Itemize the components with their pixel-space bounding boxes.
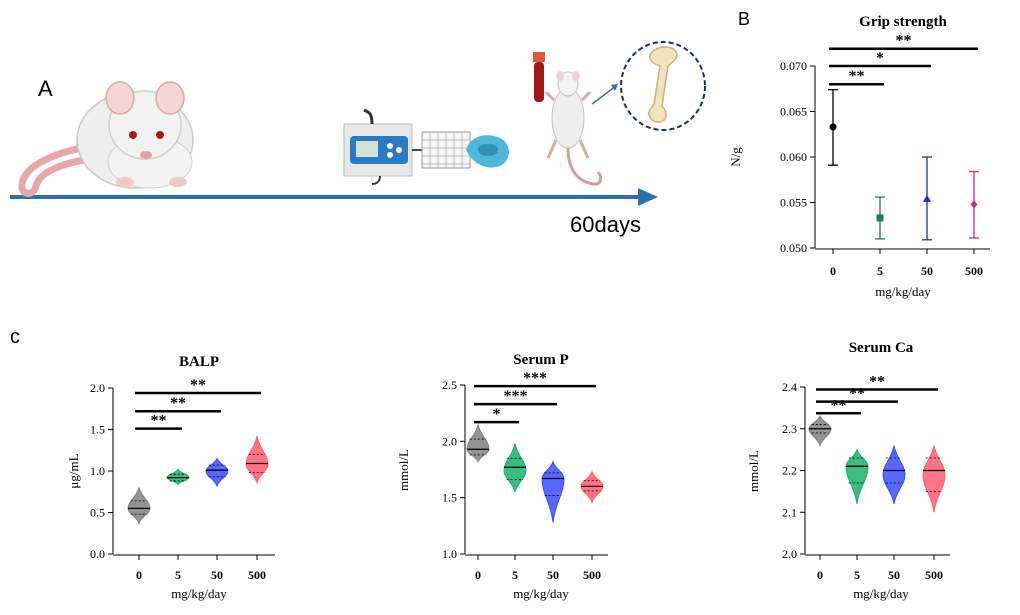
x-tick-label: 5 <box>175 568 181 582</box>
mean-point <box>829 123 837 131</box>
significance-label: * <box>493 406 501 423</box>
x-tick-label: 50 <box>888 568 900 582</box>
femur-illustration <box>620 41 706 131</box>
x-tick-label: 0 <box>817 568 823 582</box>
x-tick-label: 5 <box>854 568 860 582</box>
violin-shape <box>541 459 565 523</box>
chart-grip-strength: Grip strength 0.050 0.055 0.060 0.065 0.070 0 5… <box>728 14 990 299</box>
y-tick-label: 0.050 <box>780 241 807 255</box>
x-tick-label: 500 <box>248 568 266 582</box>
chart-title: Serum P <box>513 352 568 368</box>
arrow-to-bone <box>591 84 618 105</box>
x-tick-label: 50 <box>211 568 223 582</box>
significance-label: ** <box>831 397 847 414</box>
mean-point <box>970 200 978 209</box>
chart-balp: BALP 0.0 0.5 1.0 1.5 2.0 0 5 50 500 mg/kg/day μg/mL… <box>66 354 275 601</box>
significance-label: ** <box>170 395 186 412</box>
y-tick-label: 0.5 <box>90 506 105 520</box>
significance-label: ** <box>849 68 865 85</box>
violin-shape <box>882 445 906 504</box>
blood-tube-illustration <box>533 52 545 102</box>
x-tick-label: 0 <box>136 568 142 582</box>
chart-serum-ca: Serum Ca 2.0 2.1 2.2 2.3 2.4 0 5 50 500 mg/kg/day m… <box>746 340 950 601</box>
y-axis-label: mmol/L <box>396 449 411 491</box>
y-tick-label: 1.0 <box>90 464 105 478</box>
x-tick-label: 5 <box>512 568 518 582</box>
y-axis-label: mmol/L <box>746 450 761 492</box>
violin-shape <box>845 447 869 504</box>
y-tick-label: 1.5 <box>442 491 457 505</box>
panel-a: A 60days <box>10 41 706 237</box>
y-tick-label: 0.060 <box>780 150 807 164</box>
violin-shape <box>466 424 490 463</box>
mean-point <box>876 214 884 222</box>
y-tick-label: 2.3 <box>782 422 797 436</box>
violin-shape <box>808 414 832 448</box>
violin-shape <box>166 468 190 486</box>
significance-label: *** <box>504 388 528 405</box>
y-tick-label: 0.065 <box>780 105 807 119</box>
chart-title: Serum Ca <box>849 340 914 356</box>
x-tick-label: 0 <box>830 264 836 278</box>
chart-serum-p: Serum P 1.0 1.5 2.0 2.5 0 5 50 500 mg/kg/day mmol/… <box>396 352 608 601</box>
y-tick-label: 2.0 <box>90 381 105 395</box>
timeline-duration-label: 60days <box>570 212 641 237</box>
x-tick-label: 500 <box>965 264 983 278</box>
y-tick-label: 1.5 <box>90 423 105 437</box>
x-tick-label: 500 <box>925 568 943 582</box>
significance-label: ** <box>151 413 167 430</box>
x-axis-label: mg/kg/day <box>513 586 569 601</box>
significance-label: ** <box>869 374 885 391</box>
x-tick-label: 500 <box>583 568 601 582</box>
mean-point <box>923 194 931 202</box>
y-tick-label: 0.0 <box>90 547 105 561</box>
x-axis-label: mg/kg/day <box>875 284 931 299</box>
panel-label-b: B <box>738 9 750 29</box>
timeline-arrow <box>10 188 658 206</box>
violin-shape <box>922 445 946 513</box>
significance-label: ** <box>849 386 865 403</box>
chart-title: BALP <box>179 354 219 370</box>
significance-label: ** <box>190 377 206 394</box>
rat-dorsal-illustration <box>544 71 603 186</box>
y-tick-label: 0.070 <box>780 59 807 73</box>
x-axis-label: mg/kg/day <box>853 586 909 601</box>
x-tick-label: 0 <box>475 568 481 582</box>
significance-label: *** <box>523 370 547 387</box>
violin-shape <box>205 457 229 488</box>
y-tick-label: 1.0 <box>442 547 457 561</box>
significance-label: ** <box>896 33 912 50</box>
panel-label-a: A <box>38 76 53 101</box>
grip-meter-illustration <box>343 108 509 185</box>
violin-shape <box>245 436 269 485</box>
x-axis-label: mg/kg/day <box>171 586 227 601</box>
y-tick-label: 2.4 <box>782 380 797 394</box>
y-tick-label: 2.5 <box>442 378 457 392</box>
chart-title: Grip strength <box>859 14 947 30</box>
significance-label: * <box>876 50 884 67</box>
y-tick-label: 2.0 <box>782 547 797 561</box>
x-tick-label: 5 <box>877 264 883 278</box>
x-tick-label: 50 <box>921 264 933 278</box>
x-tick-label: 50 <box>547 568 559 582</box>
y-tick-label: 2.2 <box>782 464 797 478</box>
panel-label-c: c <box>10 326 20 348</box>
y-tick-label: 0.055 <box>780 196 807 210</box>
y-tick-label: 2.0 <box>442 434 457 448</box>
violin-shape <box>127 487 151 525</box>
y-axis-label: μg/mL <box>66 453 81 488</box>
y-tick-label: 2.1 <box>782 505 797 519</box>
rat-illustration <box>18 81 194 197</box>
y-axis-label: N/g <box>728 147 743 167</box>
